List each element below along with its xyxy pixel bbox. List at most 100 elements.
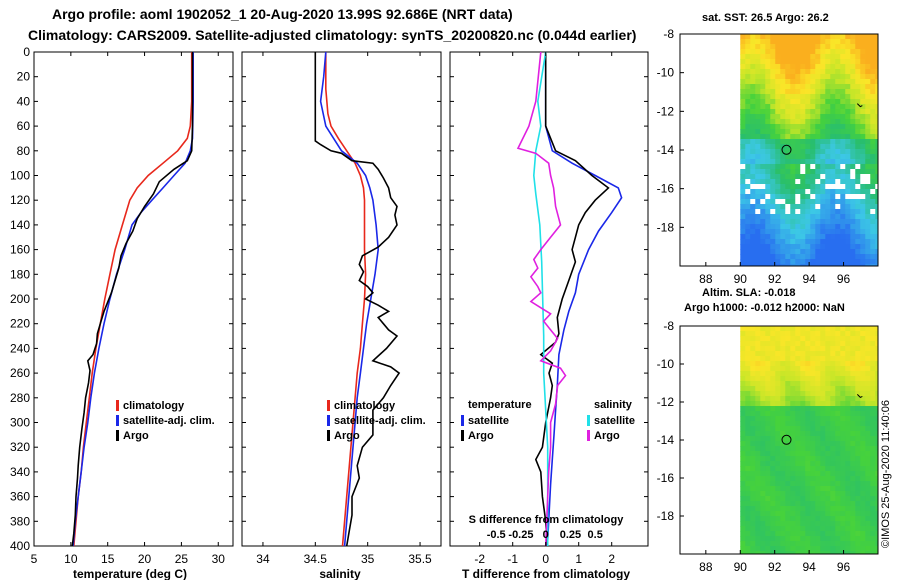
map-x-tick-label: 96 <box>837 560 851 574</box>
legend-s-argo: Argo <box>594 430 620 442</box>
legend-t-argo: Argo <box>468 430 494 442</box>
x-tick-label: 20 <box>138 552 152 566</box>
sst-map-title: sat. SST: 26.5 Argo: 26.2 <box>702 12 829 24</box>
x-tick-label: 0 <box>542 552 549 566</box>
map-y-tick-label: -14 <box>657 433 675 447</box>
x-tick-label: 35 <box>361 552 375 566</box>
temperature-panel <box>33 51 234 547</box>
map-x-tick-label: 88 <box>699 272 713 286</box>
salinity-panel <box>241 51 442 547</box>
y-tick-label: 200 <box>10 292 30 306</box>
y-tick-label: 180 <box>10 267 30 281</box>
y-tick-label: 20 <box>17 70 31 84</box>
map-x-tick-label: 96 <box>837 272 851 286</box>
map-y-tick-label: -8 <box>663 319 674 333</box>
s-diff-tick-label: 0.25 <box>560 529 581 541</box>
map-y-tick-label: -8 <box>663 27 674 41</box>
argo-position-marker <box>781 144 792 155</box>
sla-map-title-2: Argo h1000: -0.012 h2000: NaN <box>684 302 845 314</box>
x-tick-label: -1 <box>507 552 518 566</box>
map-x-tick-label: 92 <box>768 560 782 574</box>
y-tick-label: 400 <box>10 539 30 553</box>
map-y-tick-label: -16 <box>657 471 675 485</box>
series-line-t-argo <box>534 52 610 546</box>
y-tick-label: 340 <box>10 465 30 479</box>
y-tick-label: 320 <box>10 440 30 454</box>
map-y-tick-label: -10 <box>657 66 675 80</box>
map-x-tick-label: 90 <box>734 560 748 574</box>
series-line-climatology <box>73 52 193 546</box>
y-tick-label: 0 <box>23 45 30 59</box>
sst-map <box>740 34 878 266</box>
legend-s-satellite: satellite <box>594 415 635 427</box>
y-tick-label: 260 <box>10 366 30 380</box>
series-line-satellite-adj-clim- <box>72 52 194 546</box>
map-y-tick-label: -10 <box>657 357 675 371</box>
y-tick-label: 140 <box>10 218 30 232</box>
x-tick-label: 2 <box>608 552 615 566</box>
y-tick-label: 240 <box>10 341 30 355</box>
difference-legend: temperature satellite Argo salinity sate… <box>461 399 635 442</box>
map-y-tick-label: -16 <box>657 182 675 196</box>
y-tick-label: 380 <box>10 514 30 528</box>
x-tick-label: 35.5 <box>408 552 432 566</box>
difference-axis-label: T difference from climatology <box>462 567 630 580</box>
salinity-diff-top-label: S difference from climatology <box>469 514 625 526</box>
sla-map-title-1: Altim. SLA: -0.018 <box>702 287 796 299</box>
y-tick-label: 280 <box>10 391 30 405</box>
title-line-1: Argo profile: aoml 1902052_1 20-Aug-2020… <box>52 6 513 22</box>
island-outline <box>856 394 863 399</box>
temperature-axis-label: temperature (deg C) <box>73 567 187 580</box>
map-y-tick-label: -12 <box>657 104 675 118</box>
sla-map <box>740 326 878 554</box>
s-diff-tick-label: -0.25 <box>508 529 533 541</box>
series-line-climatology <box>324 52 367 546</box>
timestamp-stamp: ©IMOS 25-Aug-2020 11:40:06 <box>880 400 892 548</box>
y-tick-label: 100 <box>10 169 30 183</box>
x-tick-label: 30 <box>212 552 226 566</box>
y-tick-label: 160 <box>10 243 30 257</box>
island-outline <box>856 103 863 108</box>
s-diff-tick-label: -0.5 <box>487 529 506 541</box>
y-tick-label: 220 <box>10 317 30 331</box>
legend-satellite-adj: satellite-adj. clim. <box>334 415 426 427</box>
series-line-satellite-adj-clim- <box>319 52 380 546</box>
map-y-tick-label: -14 <box>657 143 675 157</box>
y-tick-label: 360 <box>10 490 30 504</box>
x-tick-label: -2 <box>474 552 485 566</box>
map-x-tick-label: 92 <box>768 272 782 286</box>
series-line-s-argo <box>516 52 567 546</box>
series-line-argo <box>71 52 194 546</box>
y-tick-label: 60 <box>17 119 31 133</box>
legend-t-satellite: satellite <box>468 415 509 427</box>
x-tick-label: 34 <box>256 552 270 566</box>
salinity-legend: climatology satellite-adj. clim. Argo <box>327 400 426 442</box>
legend-satellite-adj: satellite-adj. clim. <box>123 415 215 427</box>
x-tick-label: 5 <box>31 552 38 566</box>
x-tick-label: 34.5 <box>304 552 328 566</box>
legend-argo: Argo <box>334 430 360 442</box>
legend-salinity-heading: salinity <box>594 399 633 411</box>
series-line-s-satellite <box>532 52 549 546</box>
map-x-tick-label: 90 <box>734 272 748 286</box>
argo-position-marker <box>781 434 792 445</box>
y-tick-label: 80 <box>17 144 31 158</box>
series-line-argo <box>314 52 401 546</box>
salinity-axis-label: salinity <box>319 567 361 580</box>
y-tick-label: 120 <box>10 193 30 207</box>
s-diff-tick-label: 0 <box>543 529 549 541</box>
map-y-tick-label: -12 <box>657 395 675 409</box>
map-y-tick-label: -18 <box>657 509 675 523</box>
map-x-tick-label: 94 <box>802 560 816 574</box>
map-x-tick-label: 88 <box>699 560 713 574</box>
legend-temperature-heading: temperature <box>468 399 532 411</box>
legend-climatology: climatology <box>123 400 185 412</box>
y-tick-label: 300 <box>10 416 30 430</box>
legend-argo: Argo <box>123 430 149 442</box>
temperature-legend: climatology satellite-adj. clim. Argo <box>116 400 215 442</box>
map-x-tick-label: 94 <box>802 272 816 286</box>
s-diff-tick-label: 0.5 <box>588 529 603 541</box>
x-tick-label: 1 <box>575 552 582 566</box>
x-tick-label: 25 <box>175 552 189 566</box>
series-line-t-satellite <box>544 52 623 546</box>
